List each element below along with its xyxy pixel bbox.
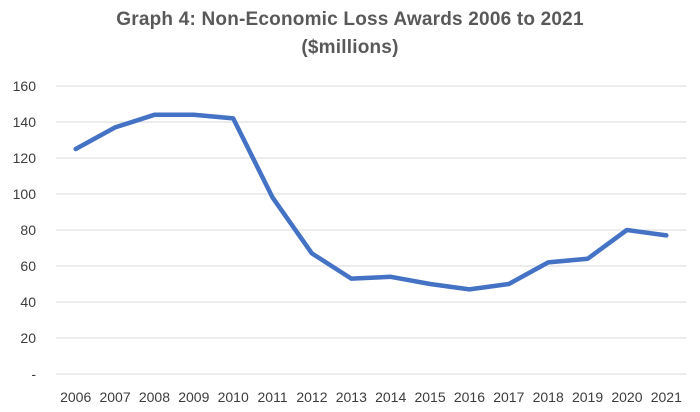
x-tick-label: 2009 [178, 389, 209, 405]
x-tick-label: 2013 [336, 389, 367, 405]
x-tick-label: 2020 [611, 389, 642, 405]
x-axis-tick-labels: 2006 2007 2008 2009 2010 2011 2012 2013 2014 2015… [60, 389, 682, 405]
y-tick-label: 160 [13, 78, 37, 94]
x-tick-label: 2008 [139, 389, 170, 405]
series-layer [73, 112, 669, 292]
gridlines [56, 85, 686, 375]
series-line [73, 112, 669, 292]
chart-title: Graph 4: Non-Economic Loss Awards 2006 t… [0, 6, 700, 62]
x-tick-label: 2014 [375, 389, 406, 405]
chart-title-line2: ($millions) [301, 37, 399, 58]
y-tick-label: 140 [13, 114, 37, 130]
x-tick-label: 2012 [296, 389, 327, 405]
y-axis-tick-labels: - 20 40 60 80 100 120 140 160 [13, 78, 37, 382]
x-tick-label: 2007 [99, 389, 130, 405]
x-tick-label: 2018 [533, 389, 564, 405]
y-tick-label: 80 [20, 222, 36, 238]
x-tick-label: 2015 [414, 389, 445, 405]
x-tick-label: 2021 [651, 389, 682, 405]
x-tick-label: 2006 [60, 389, 91, 405]
x-tick-label: 2017 [493, 389, 524, 405]
y-tick-label: - [31, 366, 36, 382]
y-tick-label: 100 [13, 186, 37, 202]
y-tick-label: 60 [20, 258, 36, 274]
x-tick-label: 2019 [572, 389, 603, 405]
y-tick-label: 40 [20, 294, 36, 310]
y-tick-label: 120 [13, 150, 37, 166]
y-tick-label: 20 [20, 330, 36, 346]
chart-title-line1: Graph 4: Non-Economic Loss Awards 2006 t… [116, 9, 584, 30]
x-tick-label: 2016 [454, 389, 485, 405]
x-tick-label: 2010 [218, 389, 249, 405]
x-tick-label: 2011 [258, 389, 288, 405]
